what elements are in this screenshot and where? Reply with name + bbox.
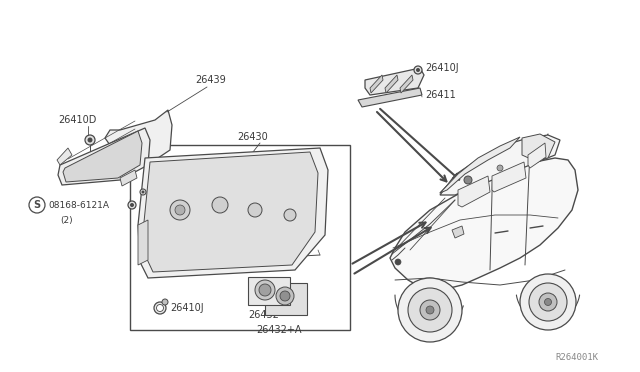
Circle shape [539, 293, 557, 311]
Polygon shape [120, 170, 137, 186]
Text: 26439: 26439 [195, 75, 226, 85]
Circle shape [545, 298, 552, 305]
Text: 26411: 26411 [425, 90, 456, 100]
Text: 26410J: 26410J [170, 303, 204, 313]
Circle shape [141, 190, 145, 193]
Text: 26432: 26432 [248, 310, 279, 320]
Text: 26410D: 26410D [58, 115, 97, 125]
Circle shape [414, 66, 422, 74]
Circle shape [128, 201, 136, 209]
Polygon shape [452, 226, 464, 238]
Circle shape [280, 291, 290, 301]
Circle shape [426, 306, 434, 314]
Text: S: S [33, 200, 40, 210]
Circle shape [416, 68, 420, 72]
Circle shape [248, 203, 262, 217]
Circle shape [529, 283, 567, 321]
Polygon shape [138, 220, 148, 265]
Polygon shape [390, 158, 578, 290]
Circle shape [154, 302, 166, 314]
Circle shape [398, 278, 462, 342]
Circle shape [464, 176, 472, 184]
Polygon shape [58, 128, 150, 185]
Circle shape [140, 189, 146, 195]
Circle shape [88, 138, 93, 142]
Polygon shape [105, 110, 172, 162]
Polygon shape [144, 152, 318, 272]
Bar [130, 145, 350, 330]
Circle shape [520, 274, 576, 330]
Circle shape [497, 165, 503, 171]
Polygon shape [385, 75, 398, 93]
Polygon shape [440, 137, 520, 193]
Circle shape [259, 284, 271, 296]
Circle shape [170, 200, 190, 220]
Polygon shape [57, 148, 72, 165]
Text: 26410J: 26410J [425, 63, 459, 73]
Polygon shape [370, 75, 383, 93]
Circle shape [284, 209, 296, 221]
Circle shape [255, 280, 275, 300]
Polygon shape [440, 135, 560, 195]
Circle shape [212, 197, 228, 213]
Polygon shape [492, 162, 526, 192]
Polygon shape [138, 148, 328, 278]
Circle shape [157, 305, 163, 311]
Polygon shape [365, 68, 424, 95]
Polygon shape [522, 134, 555, 160]
Circle shape [162, 299, 168, 305]
Circle shape [85, 135, 95, 145]
Polygon shape [400, 75, 413, 93]
Circle shape [175, 205, 185, 215]
Polygon shape [458, 176, 490, 207]
Circle shape [408, 288, 452, 332]
Circle shape [130, 203, 134, 207]
Text: 08168-6121A: 08168-6121A [48, 201, 109, 209]
Text: (2): (2) [60, 215, 72, 224]
Bar [265, 283, 307, 315]
Circle shape [395, 259, 401, 265]
Text: 26432+A: 26432+A [256, 325, 301, 335]
Bar [248, 277, 290, 305]
Circle shape [420, 300, 440, 320]
Circle shape [29, 197, 45, 213]
Polygon shape [63, 131, 142, 182]
Polygon shape [528, 143, 546, 168]
Text: 26430: 26430 [237, 132, 268, 142]
Text: R264001K: R264001K [555, 353, 598, 362]
Circle shape [276, 287, 294, 305]
Polygon shape [358, 88, 422, 107]
